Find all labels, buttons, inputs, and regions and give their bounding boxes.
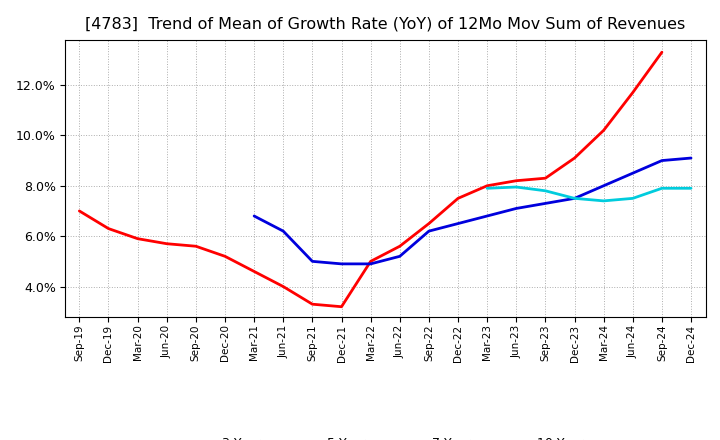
Legend: 3 Years, 5 Years, 7 Years, 10 Years: 3 Years, 5 Years, 7 Years, 10 Years <box>176 432 595 440</box>
Title: [4783]  Trend of Mean of Growth Rate (YoY) of 12Mo Mov Sum of Revenues: [4783] Trend of Mean of Growth Rate (YoY… <box>85 16 685 32</box>
